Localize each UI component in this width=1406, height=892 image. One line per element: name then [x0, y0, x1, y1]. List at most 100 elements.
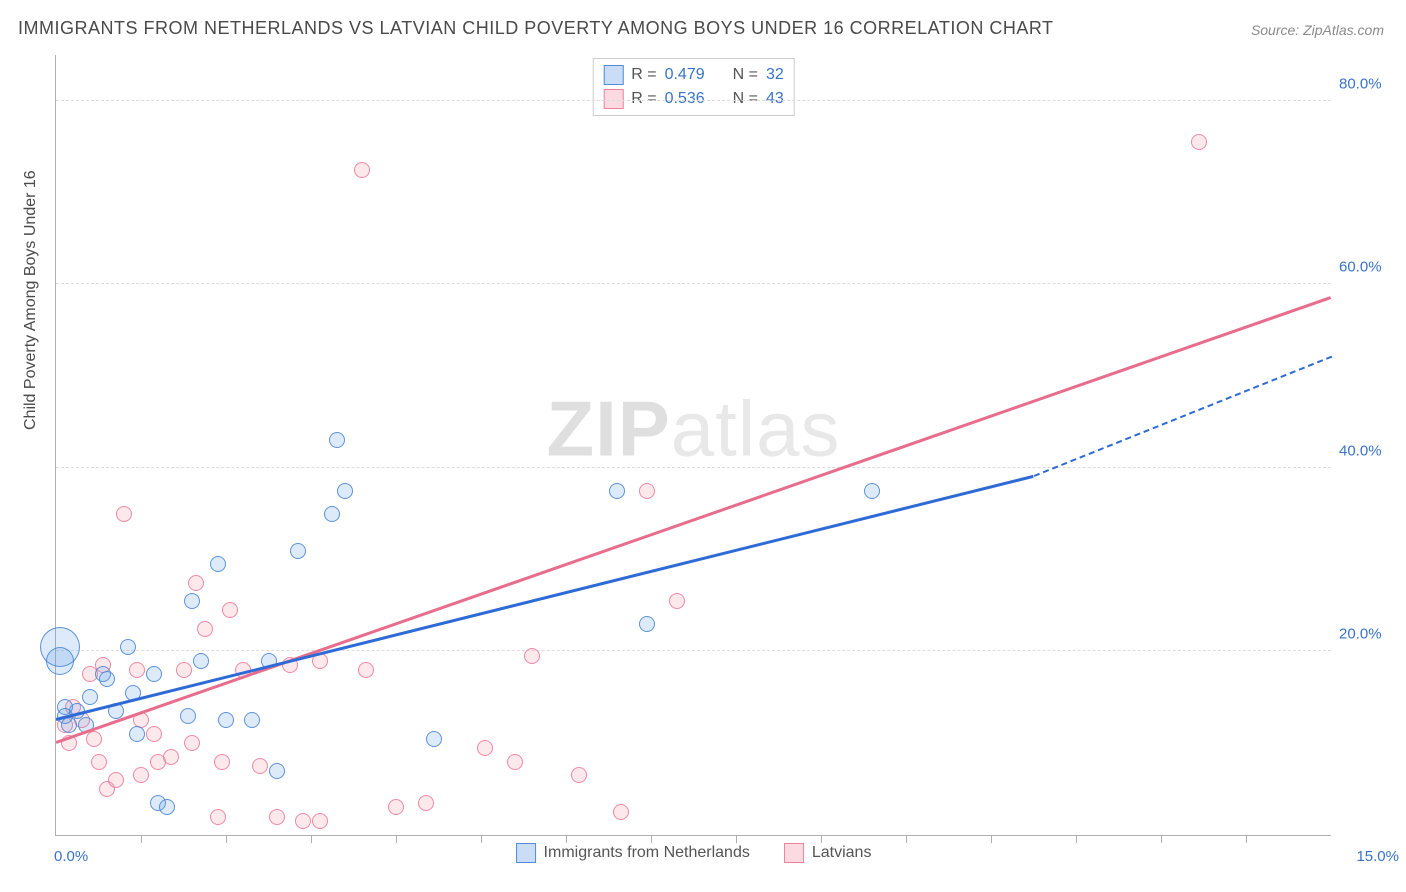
data-point: [354, 162, 370, 178]
data-point: [193, 653, 209, 669]
data-point: [210, 556, 226, 572]
data-point: [388, 799, 404, 815]
data-point: [61, 717, 77, 733]
x-tick-mark: [396, 835, 397, 843]
data-point: [82, 689, 98, 705]
data-point: [269, 809, 285, 825]
data-point: [180, 708, 196, 724]
data-point: [129, 726, 145, 742]
watermark-bold: ZIP: [546, 385, 670, 473]
data-point: [108, 772, 124, 788]
data-point: [214, 754, 230, 770]
x-tick-mark: [481, 835, 482, 843]
data-point: [146, 726, 162, 742]
data-point: [269, 763, 285, 779]
x-tick-mark: [736, 835, 737, 843]
x-tick-mark: [311, 835, 312, 843]
data-point: [159, 799, 175, 815]
data-point: [184, 735, 200, 751]
x-tick-mark: [141, 835, 142, 843]
x-tick-mark: [226, 835, 227, 843]
swatch-a-icon: [603, 65, 623, 85]
legend-swatch-b-icon: [784, 843, 804, 863]
data-point: [184, 593, 200, 609]
legend-item-a: Immigrants from Netherlands: [516, 843, 750, 863]
data-point: [222, 602, 238, 618]
plot-area: ZIPatlas R = 0.479 N = 32 R = 0.536 N = …: [55, 55, 1331, 836]
data-point: [358, 662, 374, 678]
data-point: [197, 621, 213, 637]
n-value-a: 32: [766, 66, 784, 84]
x-tick-mark: [1246, 835, 1247, 843]
source-label: Source: ZipAtlas.com: [1251, 22, 1384, 38]
data-point: [337, 483, 353, 499]
y-tick-label: 20.0%: [1339, 626, 1399, 643]
data-point: [133, 767, 149, 783]
x-tick-min: 0.0%: [54, 848, 88, 865]
data-point: [524, 648, 540, 664]
series-legend: Immigrants from Netherlands Latvians: [516, 843, 872, 863]
gridline-h: [56, 283, 1331, 284]
data-point: [129, 662, 145, 678]
trend-line: [56, 475, 1034, 721]
data-point: [188, 575, 204, 591]
y-tick-label: 80.0%: [1339, 75, 1399, 92]
data-point: [864, 483, 880, 499]
data-point: [120, 639, 136, 655]
chart-title: IMMIGRANTS FROM NETHERLANDS VS LATVIAN C…: [18, 18, 1054, 39]
data-point: [324, 506, 340, 522]
data-point: [613, 804, 629, 820]
trend-line: [56, 296, 1332, 743]
data-point: [329, 432, 345, 448]
gridline-h: [56, 650, 1331, 651]
data-point: [99, 671, 115, 687]
legend-row-a: R = 0.479 N = 32: [603, 63, 784, 87]
r-value-a: 0.479: [665, 66, 705, 84]
gridline-h: [56, 100, 1331, 101]
data-point: [571, 767, 587, 783]
data-point: [295, 813, 311, 829]
x-tick-mark: [566, 835, 567, 843]
trend-line: [1033, 356, 1331, 477]
gridline-h: [56, 467, 1331, 468]
data-point: [176, 662, 192, 678]
data-point: [252, 758, 268, 774]
data-point: [210, 809, 226, 825]
data-point: [86, 731, 102, 747]
data-point: [418, 795, 434, 811]
x-tick-mark: [906, 835, 907, 843]
data-point: [1191, 134, 1207, 150]
data-point: [426, 731, 442, 747]
n-label-a: N =: [733, 66, 758, 84]
y-tick-label: 60.0%: [1339, 259, 1399, 276]
data-point: [507, 754, 523, 770]
data-point: [218, 712, 234, 728]
x-tick-mark: [1161, 835, 1162, 843]
legend-swatch-a-icon: [516, 843, 536, 863]
data-point: [290, 543, 306, 559]
x-tick-max: 15.0%: [1356, 848, 1399, 865]
r-label-a: R =: [631, 66, 656, 84]
data-point: [116, 506, 132, 522]
data-point: [244, 712, 260, 728]
legend-item-b: Latvians: [784, 843, 872, 863]
legend-label-a: Immigrants from Netherlands: [544, 844, 750, 862]
data-point: [639, 483, 655, 499]
data-point: [639, 616, 655, 632]
correlation-legend: R = 0.479 N = 32 R = 0.536 N = 43: [592, 58, 795, 116]
legend-label-b: Latvians: [812, 844, 872, 862]
y-axis-label: Child Poverty Among Boys Under 16: [22, 170, 40, 430]
data-point: [669, 593, 685, 609]
data-point: [609, 483, 625, 499]
x-tick-mark: [821, 835, 822, 843]
y-tick-label: 40.0%: [1339, 442, 1399, 459]
data-point: [146, 666, 162, 682]
x-tick-mark: [991, 835, 992, 843]
watermark: ZIPatlas: [546, 384, 840, 475]
data-point: [46, 647, 74, 675]
data-point: [91, 754, 107, 770]
data-point: [163, 749, 179, 765]
data-point: [312, 813, 328, 829]
x-tick-mark: [1076, 835, 1077, 843]
x-tick-mark: [651, 835, 652, 843]
